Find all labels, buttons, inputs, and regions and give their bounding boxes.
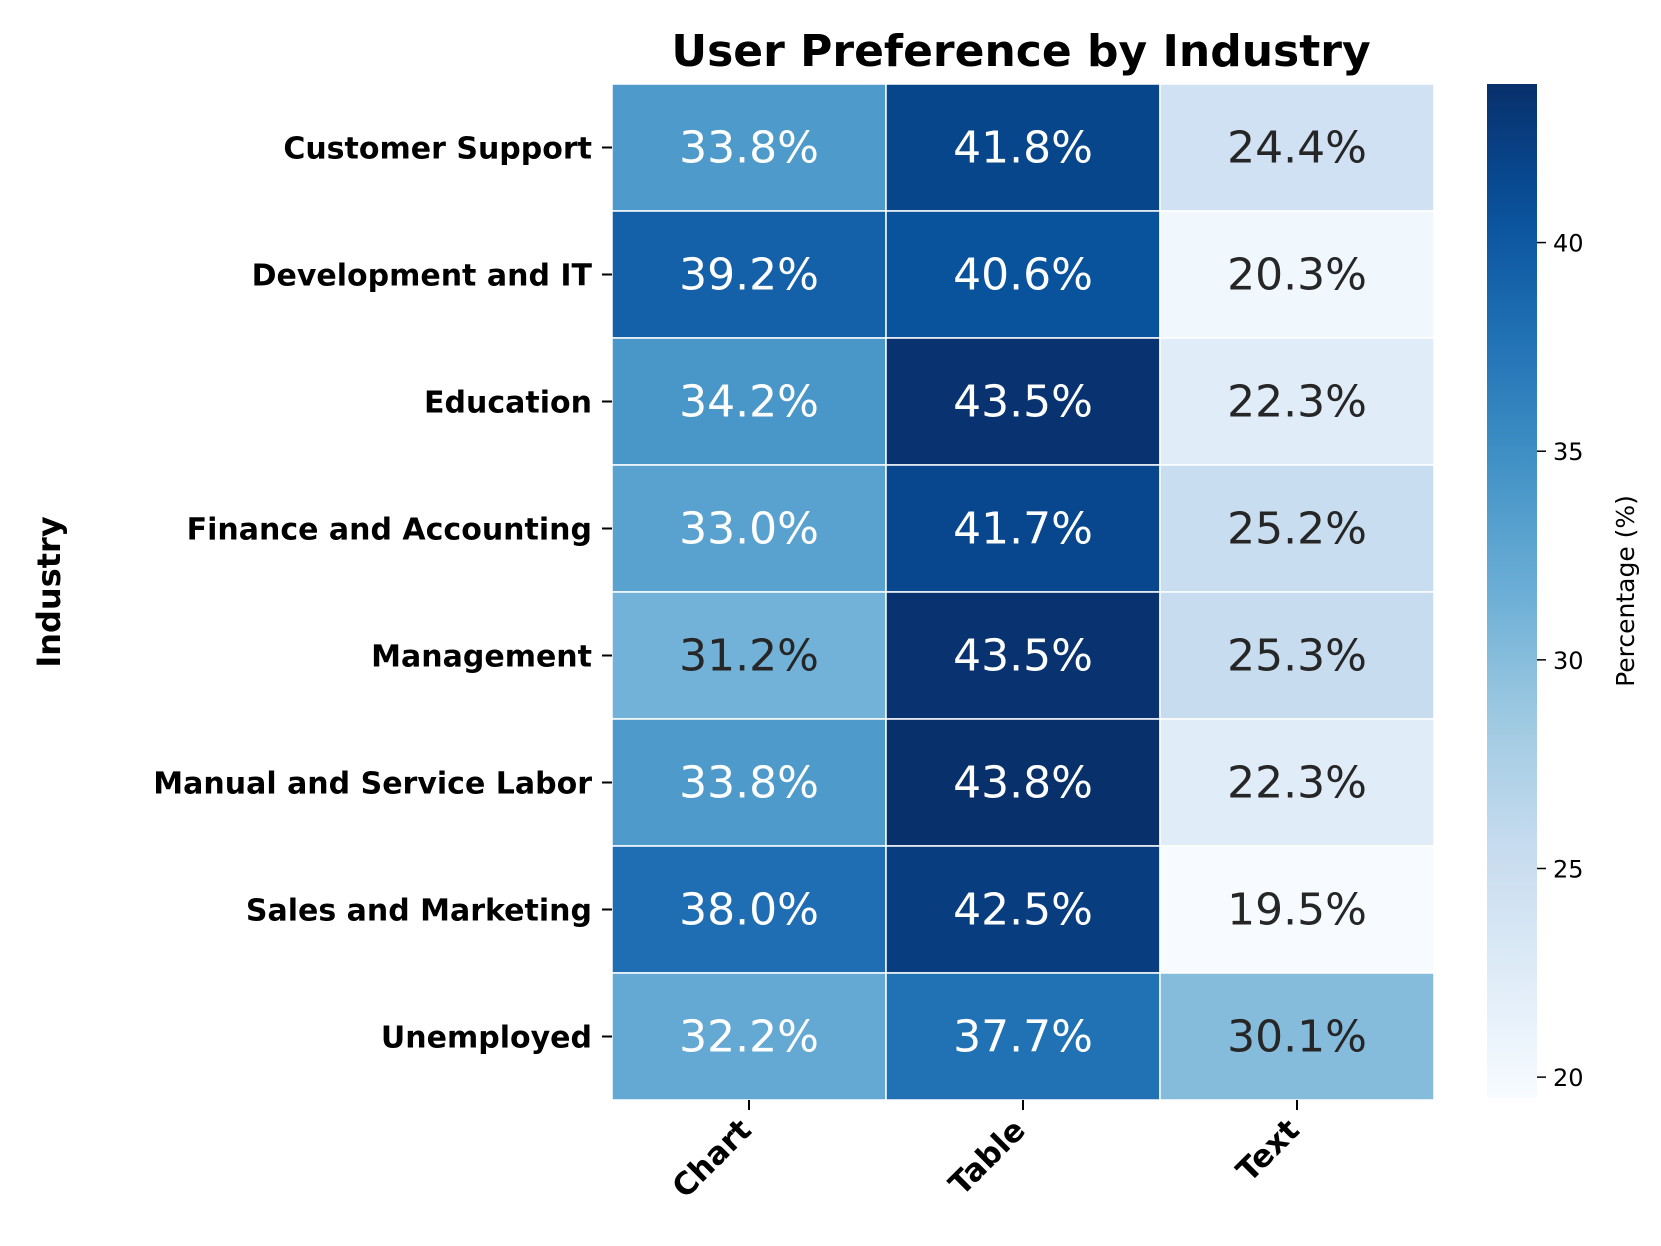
colorbar-tick-label-35: 35 <box>1553 438 1584 466</box>
cell-label-customer-support-table: 41.8% <box>953 123 1093 174</box>
cell-label-unemployed-text: 30.1% <box>1227 1012 1367 1063</box>
y-tick-label-education: Education <box>424 386 592 421</box>
cell-label-customer-support-chart: 33.8% <box>679 123 819 174</box>
colorbar-tick-label-40: 40 <box>1553 230 1584 258</box>
cell-label-education-text: 22.3% <box>1227 377 1367 428</box>
cell-sales-and-marketing-table <box>885 845 1161 974</box>
cell-unemployed-chart <box>611 972 887 1101</box>
colorbar-tick-label-30: 30 <box>1553 647 1584 675</box>
y-tick-label-finance-and-accounting: Finance and Accounting <box>187 513 592 548</box>
x-tick-label-table: Table <box>942 1112 1032 1202</box>
cell-label-development-and-it-text: 20.3% <box>1227 250 1367 301</box>
heatmap-cells <box>611 83 1435 1101</box>
cell-label-unemployed-chart: 32.2% <box>679 1012 819 1063</box>
cell-customer-support-table <box>885 83 1161 212</box>
cell-label-education-chart: 34.2% <box>679 377 819 428</box>
cell-label-manual-and-service-labor-text: 22.3% <box>1227 758 1367 809</box>
cell-sales-and-marketing-chart <box>611 845 887 974</box>
y-tick-label-customer-support: Customer Support <box>283 132 592 167</box>
x-tick-label-chart: Chart <box>665 1112 758 1205</box>
x-tick-label-text: Text <box>1230 1112 1307 1189</box>
y-tick-label-manual-and-service-labor: Manual and Service Labor <box>153 767 592 802</box>
y-axis-ticks: Customer Support Development and IT Educat… <box>153 132 612 1056</box>
y-tick-label-development-and-it: Development and IT <box>252 259 593 294</box>
cell-label-management-table: 43.5% <box>953 631 1093 682</box>
cell-manual-and-service-labor-text <box>1159 718 1435 847</box>
cell-label-finance-and-accounting-chart: 33.0% <box>679 504 819 555</box>
cell-label-manual-and-service-labor-table: 43.8% <box>953 758 1093 809</box>
cell-education-table <box>885 337 1161 466</box>
cell-label-manual-and-service-labor-chart: 33.8% <box>679 758 819 809</box>
cell-customer-support-chart <box>611 83 887 212</box>
cell-management-chart <box>611 591 887 720</box>
y-axis-label: Industry <box>30 516 68 668</box>
colorbar-label: Percentage (%) <box>1611 495 1640 687</box>
cell-finance-and-accounting-text <box>1159 464 1435 593</box>
cell-management-text <box>1159 591 1435 720</box>
cell-label-finance-and-accounting-text: 25.2% <box>1227 504 1367 555</box>
cell-management-table <box>885 591 1161 720</box>
chart-title: User Preference by Industry <box>671 26 1370 77</box>
cell-manual-and-service-labor-table <box>885 718 1161 847</box>
colorbar <box>1487 84 1537 1098</box>
cell-customer-support-text <box>1159 83 1435 212</box>
cell-label-sales-and-marketing-table: 42.5% <box>953 885 1093 936</box>
cell-label-education-table: 43.5% <box>953 377 1093 428</box>
colorbar-tick-label-20: 20 <box>1553 1064 1584 1092</box>
y-tick-label-unemployed: Unemployed <box>381 1021 592 1056</box>
cell-label-sales-and-marketing-chart: 38.0% <box>679 885 819 936</box>
cell-label-development-and-it-table: 40.6% <box>953 250 1093 301</box>
cell-label-finance-and-accounting-table: 41.7% <box>953 504 1093 555</box>
x-axis-ticks: Chart Table Text <box>665 1100 1307 1205</box>
colorbar-ticks: 20 25 30 35 40 <box>1537 230 1584 1092</box>
cell-development-and-it-text <box>1159 210 1435 339</box>
cell-unemployed-table <box>885 972 1161 1101</box>
cell-label-development-and-it-chart: 39.2% <box>679 250 819 301</box>
cell-label-unemployed-table: 37.7% <box>953 1012 1093 1063</box>
colorbar-tick-label-25: 25 <box>1553 855 1584 883</box>
cell-label-management-chart: 31.2% <box>679 631 819 682</box>
cell-sales-and-marketing-text <box>1159 845 1435 974</box>
cell-development-and-it-table <box>885 210 1161 339</box>
cell-development-and-it-chart <box>611 210 887 339</box>
cell-finance-and-accounting-chart <box>611 464 887 593</box>
y-tick-label-sales-and-marketing: Sales and Marketing <box>246 894 592 929</box>
cell-label-management-text: 25.3% <box>1227 631 1367 682</box>
cell-label-sales-and-marketing-text: 19.5% <box>1227 885 1367 936</box>
cell-label-customer-support-text: 24.4% <box>1227 123 1367 174</box>
heatmap-cell-labels: 33.8% 41.8% 24.4% 39.2% 40.6% 20.3% 34.2% 43.5%… <box>679 123 1367 1063</box>
cell-unemployed-text <box>1159 972 1435 1101</box>
y-tick-label-management: Management <box>371 640 592 675</box>
